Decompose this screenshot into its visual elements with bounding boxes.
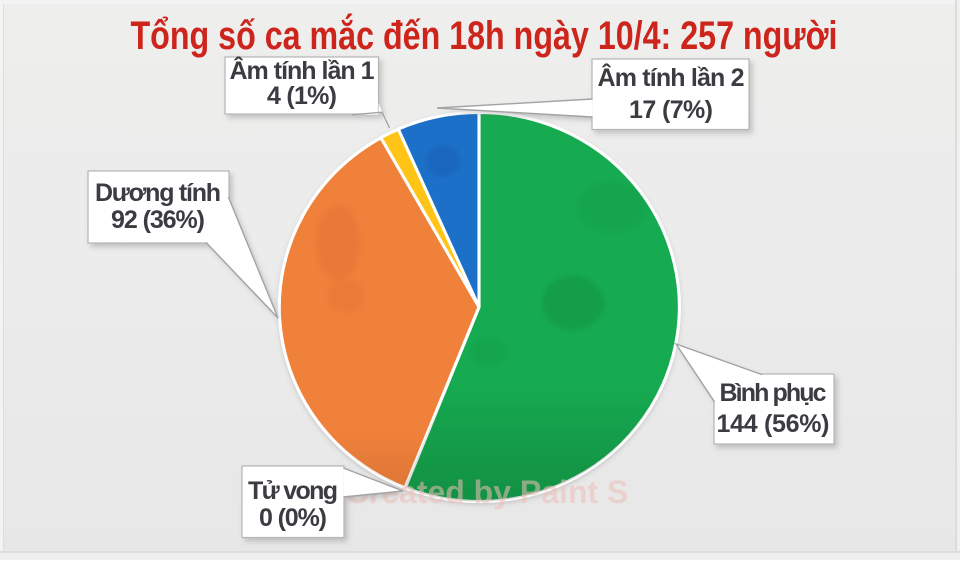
svg-text:17 (7%): 17 (7%) [629, 96, 713, 124]
svg-text:4 (1%): 4 (1%) [267, 82, 337, 110]
svg-text:0 (0%): 0 (0%) [259, 504, 327, 532]
svg-text:Âm tính lần 1: Âm tính lần 1 [230, 55, 375, 85]
svg-text:Tổng số ca mắc đến 18h ngày 10: Tổng số ca mắc đến 18h ngày 10/4: 257 ng… [131, 12, 838, 58]
svg-text:Tử vong: Tử vong [248, 477, 338, 505]
svg-text:Dương tính: Dương tính [95, 179, 221, 207]
svg-text:144 (56%): 144 (56%) [717, 410, 830, 438]
svg-text:Bình phục: Bình phục [720, 379, 827, 407]
svg-text:Âm tính lần 2: Âm tính lần 2 [598, 62, 745, 92]
svg-text:92 (36%): 92 (36%) [111, 206, 205, 234]
